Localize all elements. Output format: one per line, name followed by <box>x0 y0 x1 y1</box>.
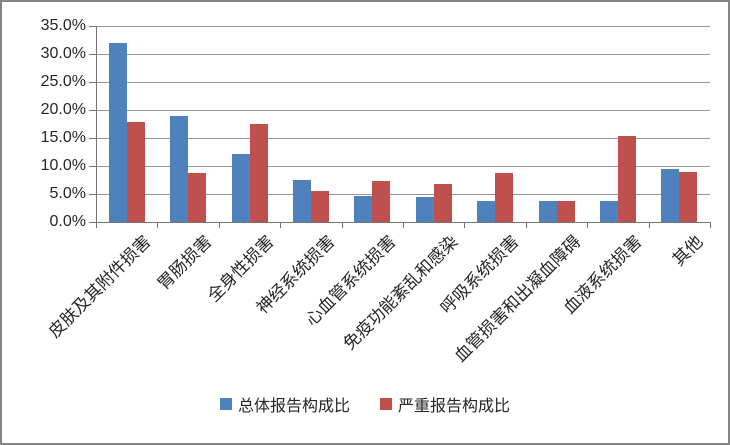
y-axis-line <box>96 26 97 223</box>
x-axis-tick <box>96 223 97 228</box>
gridline <box>96 26 710 27</box>
legend-label-serious: 严重报告构成比 <box>398 398 511 415</box>
y-axis-tick-label: 10.0% <box>40 157 86 174</box>
bar-overall <box>231 153 250 222</box>
legend-swatch-serious-icon <box>380 398 392 410</box>
bar-serious <box>126 122 145 222</box>
y-axis-tick <box>89 110 96 111</box>
y-axis-tick-label: 25.0% <box>40 73 86 90</box>
y-axis-tick-label: 30.0% <box>40 45 86 62</box>
y-axis-tick <box>89 194 96 195</box>
bar-overall <box>354 195 373 222</box>
legend-swatch-overall-icon <box>219 398 232 410</box>
gridline <box>96 138 710 139</box>
bar-overall <box>477 200 496 222</box>
bar-serious <box>372 181 391 222</box>
x-axis-tick <box>403 223 404 228</box>
gridline <box>96 110 710 111</box>
legend: 总体报告构成比 严重报告构成比 <box>2 392 728 416</box>
bar-serious <box>617 136 636 222</box>
x-axis-tick <box>710 223 711 228</box>
y-axis-tick <box>89 166 96 167</box>
bar-serious <box>188 172 207 222</box>
y-axis-tick <box>89 138 96 139</box>
bar-serious <box>310 191 329 222</box>
gridline <box>96 82 710 83</box>
y-axis-tick-label: 20.0% <box>40 101 86 118</box>
x-axis-tick <box>341 223 343 228</box>
x-axis-tick <box>464 223 466 228</box>
y-axis-tick <box>89 54 96 55</box>
bar-serious <box>495 173 514 222</box>
bar-serious <box>433 184 452 222</box>
y-axis-tick <box>89 82 96 83</box>
x-axis-tick <box>525 223 527 228</box>
bar-overall <box>538 201 557 222</box>
legend-item-serious: 严重报告构成比 <box>380 392 510 416</box>
y-axis-tick-label: 5.0% <box>49 185 86 202</box>
y-axis-tick <box>89 222 96 223</box>
bar-overall <box>415 197 434 222</box>
bar-overall <box>108 43 127 222</box>
x-axis-tick <box>648 223 650 228</box>
legend-item-overall: 总体报告构成比 <box>219 392 350 416</box>
x-axis-tick <box>218 223 220 228</box>
bar-serious <box>679 172 698 222</box>
bar-serious <box>249 124 268 222</box>
y-axis-tick-label: 15.0% <box>40 129 86 146</box>
x-axis-tick <box>587 223 589 228</box>
x-axis-line <box>96 222 711 223</box>
bar-overall <box>170 115 189 222</box>
x-axis-tick <box>157 223 159 228</box>
y-axis-tick-label: 0.0% <box>49 213 86 230</box>
gridline <box>96 166 710 167</box>
y-axis-tick-label: 35.0% <box>40 17 86 34</box>
bar-overall <box>292 180 311 222</box>
bar-serious <box>556 201 575 222</box>
x-axis-tick <box>280 223 282 228</box>
bar-overall <box>599 201 618 222</box>
plot-area <box>96 26 710 222</box>
gridline <box>96 54 710 55</box>
y-axis-tick <box>89 26 96 27</box>
gridline <box>96 194 710 195</box>
legend-label-overall: 总体报告构成比 <box>237 398 350 415</box>
bar-overall <box>661 169 680 222</box>
